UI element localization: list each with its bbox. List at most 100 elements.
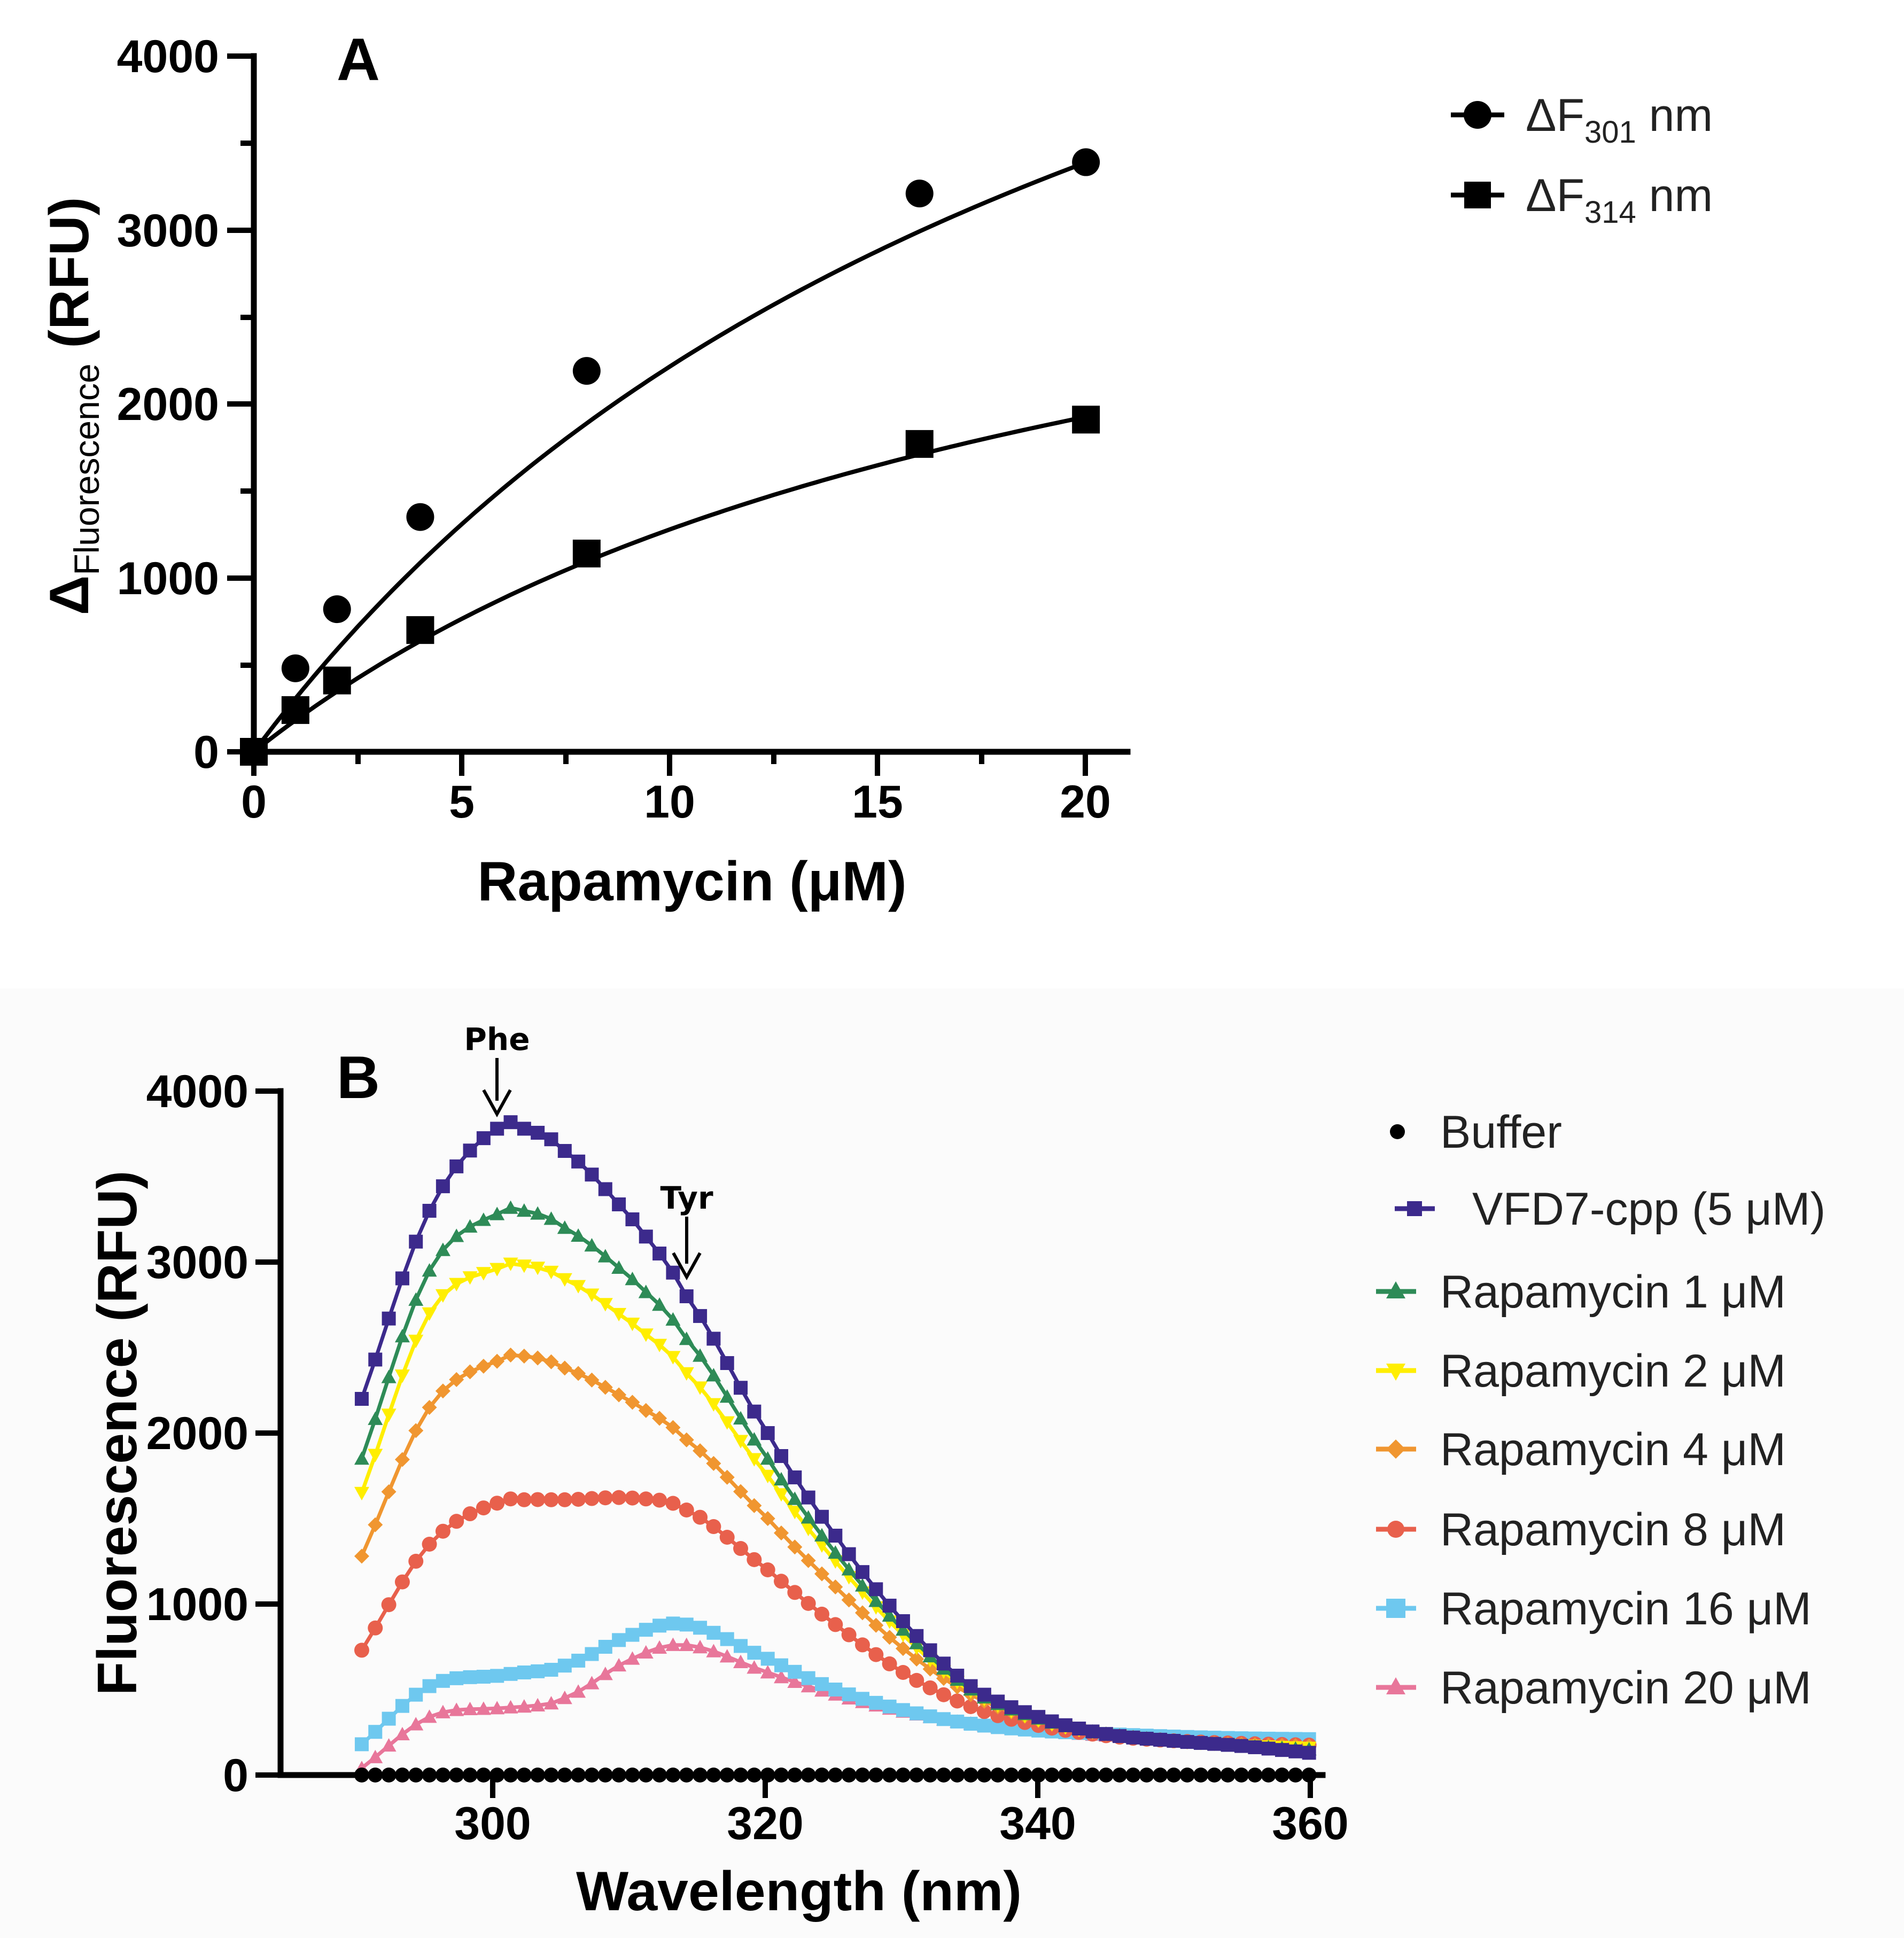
- panel-a-x-axis: 0 5 10 15 20 Rapamycin (μM): [241, 749, 1131, 913]
- panel-b-point-square: [544, 1663, 558, 1677]
- panel-b-point-square: [585, 1168, 599, 1182]
- panel-b-point-circle: [584, 1768, 600, 1783]
- panel-b-point-circle: [394, 1574, 410, 1590]
- panel-b-point-square: [923, 1709, 937, 1724]
- panel-b-point-square: [706, 1332, 721, 1346]
- panel-b-point-circle: [841, 1768, 857, 1783]
- panel-b-point-diamond: [814, 1566, 829, 1582]
- panel-b-point-square: [544, 1132, 558, 1147]
- panel-a-point-circle: [1072, 148, 1100, 176]
- panel-b-point-circle: [895, 1665, 911, 1680]
- panel-b-point-triangle-down: [706, 1398, 721, 1412]
- legend-label-unit: nm: [1636, 170, 1713, 221]
- panel-b-point-triangle: [801, 1679, 816, 1693]
- panel-b-point-circle: [652, 1492, 667, 1508]
- panel-b-point-triangle: [625, 1272, 640, 1286]
- panel-b-point-triangle-down: [747, 1453, 762, 1467]
- y-tick-label: 2000: [146, 1408, 248, 1459]
- panel-b-point-triangle: [665, 1637, 681, 1651]
- panel-b-point-triangle: [693, 1640, 708, 1654]
- panel-b-point-circle: [408, 1553, 424, 1569]
- x-tick-label: 20: [1060, 776, 1111, 828]
- panel-b-point-circle: [462, 1506, 478, 1522]
- panel-b-point-square: [463, 1143, 477, 1158]
- panel-b-series-1: [354, 1115, 1316, 1760]
- legend-label: Rapamycin 1 μM: [1440, 1266, 1786, 1318]
- panel-b-point-triangle-down: [611, 1307, 627, 1322]
- panel-b-point-square: [1194, 1735, 1208, 1750]
- panel-b-point-triangle-down: [503, 1257, 518, 1271]
- panel-b-point-square: [814, 1509, 829, 1524]
- panel-b-point-circle: [882, 1768, 897, 1783]
- panel-b-point-square: [436, 1179, 450, 1194]
- panel-b-point-triangle-down: [476, 1267, 491, 1281]
- panel-b-point-circle: [597, 1768, 613, 1783]
- panel-b-point-circle: [895, 1768, 911, 1783]
- panel-b-point-square: [963, 1679, 978, 1693]
- panel-b-point-triangle-down: [408, 1334, 424, 1349]
- panel-b-point-triangle: [530, 1206, 546, 1220]
- panel-b-point-triangle-down: [774, 1488, 789, 1502]
- legend-label: Rapamycin 20 μM: [1440, 1662, 1812, 1714]
- panel-b-point-triangle-down: [354, 1486, 369, 1500]
- y-tick-label: 0: [193, 727, 219, 778]
- panel-b-point-triangle: [854, 1578, 870, 1592]
- panel-b-point-triangle: [652, 1640, 667, 1654]
- legend-entry-dF314: ΔF314 nm: [1451, 170, 1713, 230]
- panel-b-point-diamond: [489, 1353, 505, 1369]
- panel-b-point-circle: [706, 1768, 721, 1783]
- panel-b-point-triangle: [733, 1411, 749, 1425]
- panel-b-point-circle: [990, 1708, 1006, 1723]
- panel-b-point-square: [382, 1311, 396, 1326]
- panel-b-point-diamond: [503, 1348, 518, 1363]
- panel-b-point-diamond: [787, 1539, 803, 1555]
- panel-b-point-square: [557, 1144, 572, 1158]
- panel-b-point-circle: [368, 1768, 383, 1783]
- panel-b-point-square: [720, 1356, 734, 1370]
- panel-b-point-circle: [476, 1500, 491, 1516]
- panel-b-point-triangle: [733, 1654, 749, 1668]
- panel-b-point-square: [734, 1639, 748, 1653]
- annotation-tyr-label: Tyr: [660, 1180, 713, 1216]
- panel-b-point-triangle: [882, 1608, 897, 1622]
- panel-b-point-square: [679, 1617, 694, 1632]
- panel-b-point-triangle: [503, 1200, 518, 1214]
- panel-b-point-circle: [571, 1768, 586, 1783]
- panel-b-point-diamond: [394, 1452, 410, 1467]
- panel-b-point-circle: [990, 1768, 1006, 1783]
- panel-b-point-diamond: [408, 1423, 424, 1438]
- panel-b-point-triangle-down: [381, 1408, 397, 1422]
- panel-b-point-square: [842, 1547, 856, 1561]
- panel-b-point-square: [612, 1197, 626, 1211]
- panel-b-point-triangle: [449, 1702, 464, 1716]
- panel-a-point-circle: [406, 503, 434, 531]
- panel-b-point-square: [1153, 1732, 1168, 1747]
- panel-b-point-square: [910, 1706, 924, 1721]
- panel-b-point-circle: [422, 1537, 437, 1552]
- y-title-unit: (RFU): [38, 197, 100, 364]
- panel-b-point-square: [936, 1712, 951, 1726]
- panel-b-point-circle: [381, 1597, 397, 1613]
- panel-b-point-circle: [909, 1768, 924, 1783]
- panel-b-point-triangle-down: [449, 1278, 464, 1291]
- y-tick-label: 1000: [146, 1579, 248, 1630]
- legend-label: ΔF314 nm: [1526, 170, 1713, 230]
- panel-b-point-triangle: [679, 1332, 694, 1345]
- panel-b-point-square: [395, 1271, 409, 1286]
- panel-b-point-diamond: [679, 1432, 694, 1447]
- panel-b-point-triangle-down: [760, 1469, 775, 1483]
- panel-b-point-triangle: [381, 1738, 397, 1752]
- panel-b-point-square: [896, 1614, 910, 1628]
- panel-b-point-triangle: [571, 1228, 586, 1242]
- panel-b-point-square: [923, 1643, 937, 1657]
- panel-b-series-0: [354, 1768, 1317, 1783]
- legend-label-unit: nm: [1636, 90, 1713, 141]
- panel-b-point-circle: [936, 1687, 951, 1702]
- panel-b-point-circle: [868, 1647, 884, 1662]
- panel-b-plot-area: [354, 1115, 1317, 1783]
- panel-a-legend: ΔF301 nm ΔF314 nm: [1451, 90, 1713, 230]
- panel-b-point-triangle-down: [733, 1435, 749, 1449]
- panel-b-point-circle: [1274, 1768, 1290, 1783]
- panel-b-point-circle: [557, 1492, 572, 1507]
- panel-b-point-diamond: [841, 1592, 857, 1608]
